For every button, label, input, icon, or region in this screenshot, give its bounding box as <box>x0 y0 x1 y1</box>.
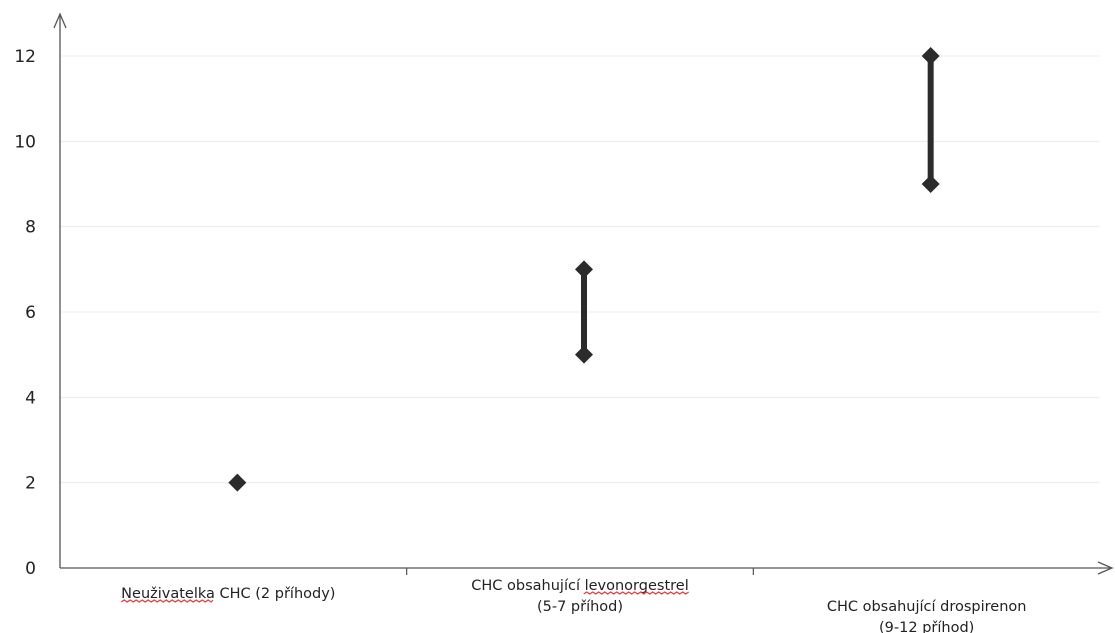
x-axis-categories: Neuživatelka CHC (2 příhody) CHC obsahují… <box>120 578 1027 633</box>
x-category-label: (5-7 příhod) <box>537 599 623 615</box>
spellcheck-squiggle <box>583 591 690 595</box>
gridlines <box>60 55 1100 484</box>
y-tick-label: 6 <box>25 303 36 323</box>
x-category-label: CHC obsahující levonorgestrel <box>471 578 688 594</box>
axes <box>53 12 1114 575</box>
spellcheck-squiggle <box>120 599 214 603</box>
x-category-label: CHC obsahující drospirenon <box>827 599 1027 615</box>
y-tick-label: 4 <box>25 388 36 408</box>
y-tick-label: 12 <box>14 47 36 67</box>
y-tick-label: 10 <box>14 132 36 152</box>
x-category-label: Neuživatelka CHC (2 příhody) <box>121 586 335 602</box>
y-tick-label: 2 <box>25 474 36 494</box>
low-marker <box>575 345 593 364</box>
data-marks <box>228 47 940 492</box>
high-marker <box>921 47 940 65</box>
x-category-label: (9-12 příhod) <box>879 620 974 633</box>
low-marker <box>921 175 940 193</box>
x-axis-arrow-icon <box>1097 561 1114 575</box>
y-tick-label: 8 <box>25 218 36 238</box>
y-axis-arrow-icon <box>53 12 67 29</box>
high-marker <box>575 260 593 279</box>
low-marker <box>228 473 247 492</box>
y-tick-label: 0 <box>25 559 36 579</box>
y-axis-ticks: 0 2 4 6 8 10 12 <box>14 47 36 579</box>
